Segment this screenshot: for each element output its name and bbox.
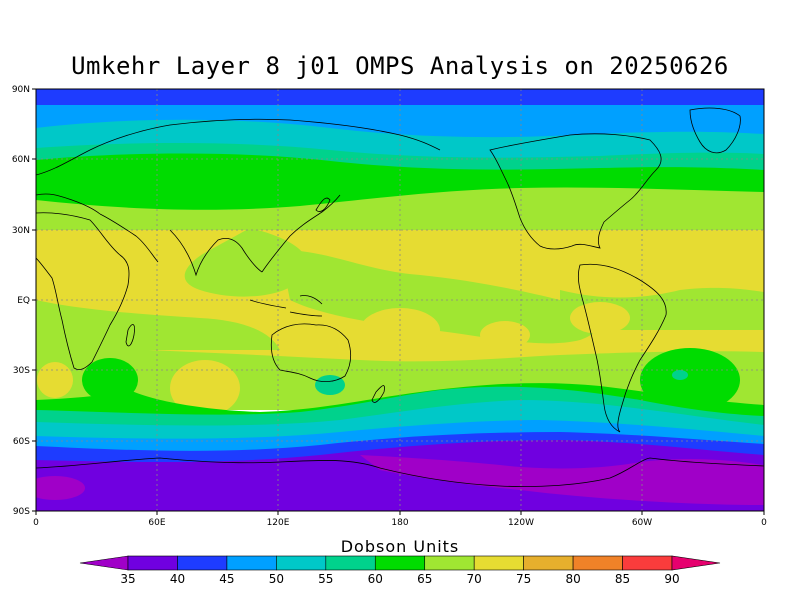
aus-60-patch <box>315 375 345 395</box>
colorbar: 35 40 45 50 55 60 65 70 75 80 85 90 <box>79 555 721 586</box>
colorbar-box <box>276 555 327 571</box>
colorbar-label: 90 <box>664 572 679 586</box>
map-title: Umkehr Layer 8 j01 OMPS Analysis on 2025… <box>71 52 729 80</box>
x-tick-label: 120W <box>508 518 534 528</box>
atlantic-60-patch <box>672 370 688 380</box>
antarctic-35-patch-west <box>36 476 85 500</box>
ozone-field <box>36 89 764 511</box>
colorbar-label: 50 <box>269 572 284 586</box>
colorbar-box <box>473 555 524 571</box>
y-tick-label: 60S <box>13 437 30 447</box>
tropic-70-region <box>184 228 308 297</box>
x-tick-label: 180 <box>391 518 408 528</box>
x-tick-label: 120E <box>267 518 290 528</box>
colorbar-label: 65 <box>417 572 432 586</box>
x-tick-label: 60E <box>148 518 165 528</box>
y-tick-label: 30N <box>12 226 30 236</box>
colorbar-label: 75 <box>516 572 531 586</box>
colorbar-arrow-low <box>79 555 129 571</box>
colorbar-label: 35 <box>120 572 135 586</box>
green-lobe-atlantic <box>640 348 740 412</box>
y-tick-label: EQ <box>17 296 30 306</box>
pacific-70-region <box>280 250 598 344</box>
antarctic-35-region <box>360 455 764 505</box>
y-tick-label: 90N <box>12 85 30 95</box>
band-70-north <box>36 187 764 240</box>
colorbar-arrow-high <box>671 555 721 571</box>
colorbar-label: 60 <box>368 572 383 586</box>
colorbar-title: Dobson Units <box>341 537 460 556</box>
colorbar-box <box>622 555 673 571</box>
south-atlantic-75-patch <box>37 362 73 398</box>
y-tick-label: 90S <box>13 507 30 517</box>
colorbar-label: 55 <box>318 572 333 586</box>
colorbar-box <box>226 555 277 571</box>
y-tick-label: 60N <box>12 155 30 165</box>
x-tick-label: 60W <box>632 518 652 528</box>
indian-ocean-75-patch <box>170 360 240 416</box>
colorbar-box <box>424 555 475 571</box>
colorbar-box <box>177 555 228 571</box>
colorbar-box <box>572 555 623 571</box>
graticule <box>36 89 764 511</box>
south-america-75-patch <box>570 302 630 334</box>
green-lobe-africa <box>82 358 138 402</box>
colorbar-box <box>127 555 178 571</box>
indian-70-region <box>36 300 280 350</box>
colorbar-box <box>374 555 426 571</box>
colorbar-label: 45 <box>219 572 234 586</box>
y-axis: 90N 60N 30N EQ 30S 60S 90S <box>12 85 36 517</box>
coastlines <box>36 107 764 488</box>
colorbar-label: 40 <box>170 572 185 586</box>
colorbar-label: 80 <box>565 572 580 586</box>
y-tick-label: 30S <box>13 366 30 376</box>
central-pacific-75-patch <box>480 321 530 349</box>
colorbar-box <box>325 555 376 571</box>
x-tick-label: 0 <box>33 518 39 528</box>
colorbar-label: 85 <box>615 572 630 586</box>
x-axis: 0 60E 120E 180 120W 60W 0 <box>33 511 767 528</box>
x-tick-label: 0 <box>761 518 767 528</box>
colorbar-label: 70 <box>467 572 482 586</box>
colorbar-box <box>523 555 574 571</box>
